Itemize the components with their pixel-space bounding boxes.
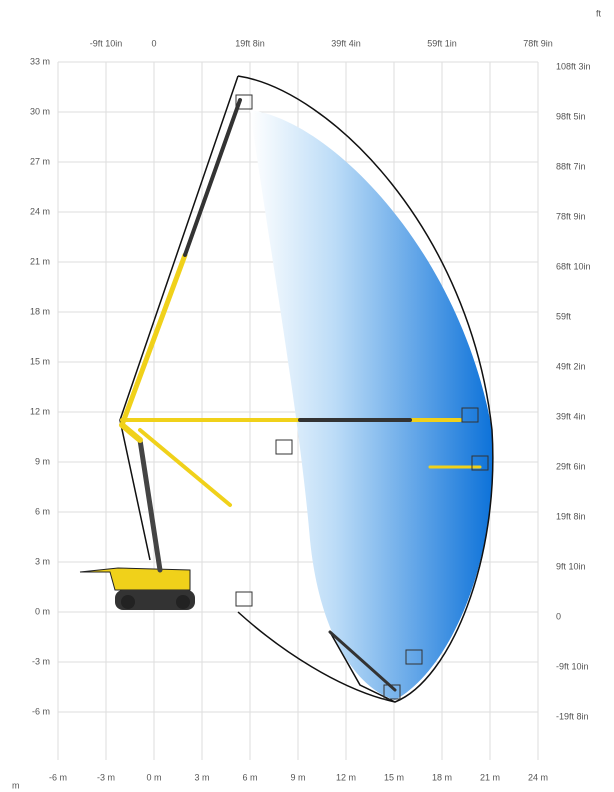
y-tick-label: 0 m xyxy=(35,606,50,616)
top-tick-label: 59ft 1in xyxy=(427,38,457,48)
reach-area xyxy=(250,110,493,700)
y-tick-label: 9 m xyxy=(35,456,50,466)
x-tick-label: 24 m xyxy=(528,772,548,782)
x-tick-label: 0 m xyxy=(146,772,161,782)
y-tick-label: 33 m xyxy=(30,56,50,66)
x-tick-label: 9 m xyxy=(290,772,305,782)
top-tick-label: 39ft 4in xyxy=(331,38,361,48)
y-tick-label: 18 m xyxy=(30,306,50,316)
top-tick-label: -9ft 10in xyxy=(90,38,123,48)
right-tick-label: 0 xyxy=(556,611,561,621)
y-tick-label: 12 m xyxy=(30,406,50,416)
right-tick-label: 108ft 3in xyxy=(556,61,591,71)
right-tick-label: 98ft 5in xyxy=(556,111,586,121)
x-tick-label: -6 m xyxy=(49,772,67,782)
y-tick-label: 3 m xyxy=(35,556,50,566)
right-tick-label: -9ft 10in xyxy=(556,661,589,671)
y-tick-label: 30 m xyxy=(30,106,50,116)
top-tick-label: 78ft 9in xyxy=(523,38,553,48)
x-tick-label: 15 m xyxy=(384,772,404,782)
y-tick-label: 27 m xyxy=(30,156,50,166)
right-tick-label: 88ft 7in xyxy=(556,161,586,171)
right-tick-label: 78ft 9in xyxy=(556,211,586,221)
right-tick-label: 49ft 2in xyxy=(556,361,586,371)
right-tick-label: 68ft 10in xyxy=(556,261,591,271)
y-tick-label: 21 m xyxy=(30,256,50,266)
y-tick-label: 24 m xyxy=(30,206,50,216)
x-tick-label: -3 m xyxy=(97,772,115,782)
right-tick-label: 19ft 8in xyxy=(556,511,586,521)
top-tick-label: 0 xyxy=(151,38,156,48)
right-tick-label: 29ft 6in xyxy=(556,461,586,471)
right-tick-label: 39ft 4in xyxy=(556,411,586,421)
x-tick-label: 6 m xyxy=(242,772,257,782)
x-tick-label: 18 m xyxy=(432,772,452,782)
top-tick-label: 19ft 8in xyxy=(235,38,265,48)
y-tick-label: -6 m xyxy=(32,706,50,716)
right-tick-label: 9ft 10in xyxy=(556,561,586,571)
unit-top: ft xyxy=(596,8,602,18)
unit-bottom: m xyxy=(12,780,20,790)
x-tick-label: 21 m xyxy=(480,772,500,782)
right-tick-label: 59ft xyxy=(556,311,572,321)
machine xyxy=(79,94,489,700)
x-tick-label: 12 m xyxy=(336,772,356,782)
y-tick-label: 6 m xyxy=(35,506,50,516)
y-tick-label: -3 m xyxy=(32,656,50,666)
right-tick-label: -19ft 8in xyxy=(556,711,589,721)
x-tick-label: 3 m xyxy=(194,772,209,782)
y-tick-label: 15 m xyxy=(30,356,50,366)
